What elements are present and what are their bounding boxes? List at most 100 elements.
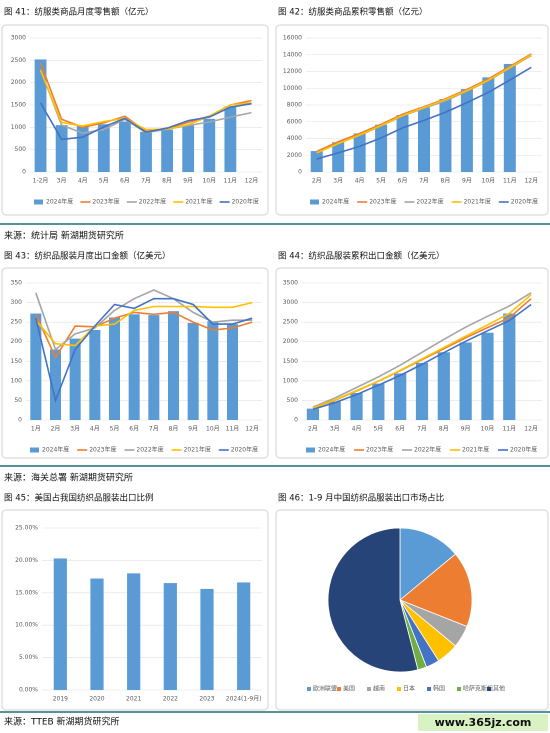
legend-label: 2021年度: [185, 198, 212, 206]
y-tick-label: 100: [11, 377, 23, 384]
x-tick-label: 10月: [482, 178, 496, 185]
figure-title: 图 43：纺织品服装月度出口金额（亿美元）: [4, 251, 171, 262]
y-tick-label: 10.00%: [15, 622, 38, 629]
x-tick-label: 11月: [224, 178, 238, 185]
y-tick-label: 1500: [283, 358, 298, 365]
legend-swatch: [307, 687, 311, 691]
y-tick-label: 200: [11, 338, 23, 345]
line: [35, 297, 253, 404]
source: 来源：TTEB 新湖期货研究所: [4, 716, 120, 728]
x-tick-label: 12月: [245, 426, 259, 433]
legend-label: 2023年度: [369, 198, 396, 206]
x-tick-label: 7月: [419, 178, 429, 185]
legend-label: 2023年度: [89, 446, 116, 454]
y-tick-label: 25.00%: [15, 525, 38, 532]
x-tick-label: 7月: [417, 426, 427, 433]
y-tick-label: 1000: [11, 124, 26, 131]
legend-label: 欧洲联盟: [313, 685, 337, 693]
legend-label: 日本: [403, 685, 415, 693]
watermark-bg: [418, 714, 548, 731]
bar: [182, 125, 195, 172]
x-tick-label: 11月: [502, 426, 516, 433]
y-tick-label: 2500: [11, 57, 26, 64]
bar: [417, 107, 431, 172]
source: 来源：海关总署 新湖期货研究所: [4, 472, 133, 484]
legend-swatch: [457, 687, 461, 691]
y-tick-label: 20.00%: [15, 557, 38, 564]
x-tick-label: 4月: [78, 178, 88, 185]
y-tick-label: 2500: [283, 319, 298, 326]
bar: [460, 89, 473, 172]
line: [39, 102, 252, 141]
chart-frame: [1, 24, 269, 216]
bar: [55, 125, 68, 172]
x-tick-label: 4月: [355, 178, 365, 185]
bar: [90, 578, 104, 690]
bar: [207, 321, 219, 420]
legend-label: 哈萨克斯坦: [463, 685, 493, 693]
chart-frame: [275, 267, 549, 459]
bar: [332, 142, 345, 172]
y-tick-label: 0: [22, 169, 26, 176]
legend-swatch: [337, 687, 341, 691]
legend-swatch: [367, 687, 371, 691]
y-tick-label: 15.00%: [15, 589, 38, 596]
x-tick-label: 2019: [53, 696, 68, 703]
bar: [97, 124, 110, 172]
bar: [226, 324, 239, 420]
figure-title: 图 41：纺服类商品月度零售额（亿元）: [4, 7, 154, 18]
bar: [167, 311, 180, 420]
bar: [350, 392, 363, 420]
x-tick-label: 7月: [141, 178, 151, 185]
figure-title: 图 45：美国占我国纺织品服装出口比例: [4, 493, 154, 504]
bar: [69, 338, 81, 420]
y-tick-label: 2000: [287, 152, 302, 159]
bar: [108, 317, 121, 420]
y-tick-label: 16000: [283, 35, 302, 42]
bar: [306, 408, 320, 420]
x-tick-label: 9月: [188, 426, 198, 433]
legend-swatch: [427, 687, 431, 691]
legend-label: 2022年度: [414, 446, 441, 454]
x-tick-label: 10月: [206, 426, 220, 433]
x-tick-label: 5月: [99, 178, 109, 185]
legend-label: 2020年度: [510, 446, 537, 454]
y-tick-label: 6000: [287, 118, 302, 125]
bar: [119, 121, 131, 172]
legend-swatch: [310, 199, 319, 205]
y-tick-label: 0: [298, 169, 302, 176]
y-tick-label: 5.00%: [19, 654, 38, 661]
y-tick-label: 1000: [283, 377, 298, 384]
bar: [200, 588, 214, 690]
y-tick-label: 14000: [283, 51, 302, 58]
bar: [396, 115, 409, 172]
x-tick-label: 12月: [524, 426, 538, 433]
legend-label: 2022年度: [416, 198, 443, 206]
x-tick-label: 2月: [51, 426, 61, 433]
legend-label: 2021年度: [184, 446, 211, 454]
x-tick-label: 9月: [461, 426, 471, 433]
bar: [140, 131, 152, 172]
bar: [394, 373, 407, 420]
legend-swatch: [34, 199, 43, 205]
legend-label: 2024年度: [318, 446, 345, 454]
x-tick-label: 5月: [376, 178, 386, 185]
y-tick-label: 300: [11, 299, 23, 306]
y-tick-label: 0: [294, 417, 298, 424]
y-tick-label: 2000: [11, 79, 26, 86]
x-tick-label: 6月: [129, 426, 139, 433]
bar: [203, 118, 216, 172]
legend-label: 2023年度: [92, 198, 119, 206]
x-tick-label: 6月: [395, 426, 405, 433]
x-tick-label: 2024(1-9月): [226, 696, 262, 703]
figure-title: 图 42：纺服类商品累积零售额（亿元）: [278, 7, 428, 18]
pie-slice: [399, 553, 473, 628]
line: [316, 54, 532, 154]
legend-label: 其他: [493, 685, 505, 693]
legend-label: 2020年度: [231, 446, 258, 454]
y-tick-label: 3000: [11, 35, 26, 42]
x-tick-label: 3月: [333, 178, 343, 185]
x-tick-label: 11月: [503, 178, 517, 185]
line: [312, 292, 532, 408]
pie-slice: [399, 527, 457, 601]
